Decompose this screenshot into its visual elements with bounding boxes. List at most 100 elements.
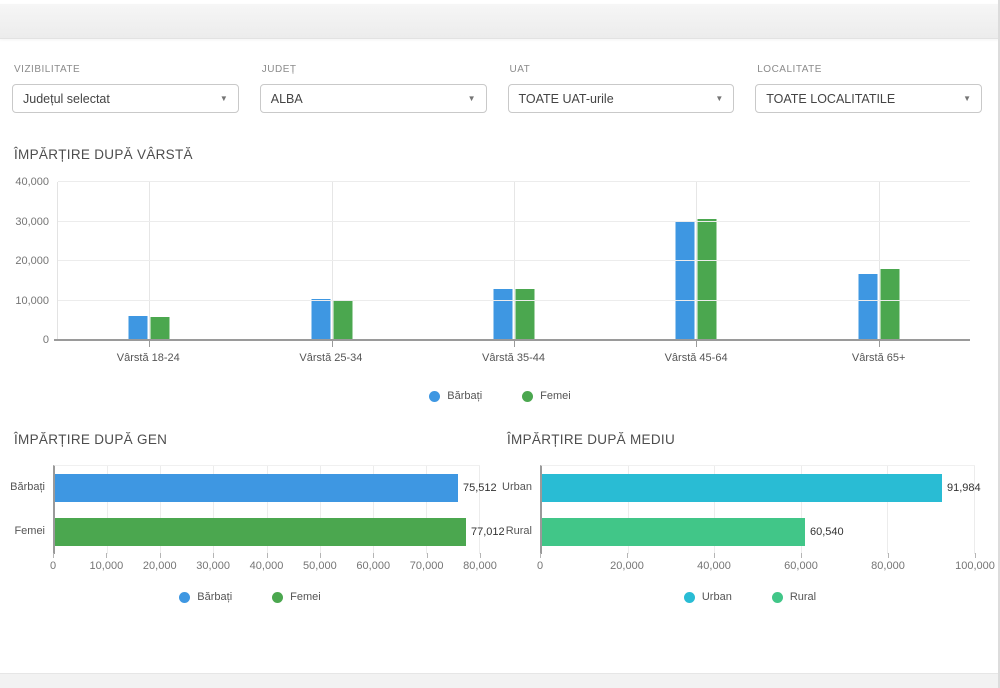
- legend-label: Bărbați: [197, 591, 233, 603]
- axis-tick: [159, 553, 161, 558]
- bar-value-label: 60,540: [810, 526, 844, 538]
- bar-bărbați[interactable]: [311, 299, 331, 340]
- gridline: [160, 466, 162, 554]
- bar-femei[interactable]: [515, 289, 535, 340]
- gridline: [266, 466, 268, 554]
- legend-dot: [683, 591, 695, 603]
- gridline: [319, 466, 321, 554]
- axis-tick: [266, 553, 268, 558]
- axis-tick: [319, 553, 321, 558]
- legend-item-bărbați: Bărbați: [179, 591, 232, 603]
- filter-label-localitate: LOCALITATE: [757, 64, 822, 75]
- bar-femei[interactable]: [55, 518, 466, 546]
- filter-label-vizibilitate: VIZIBILITATE: [14, 64, 81, 75]
- bar-value-label: 91,984: [947, 482, 981, 494]
- bar-femei[interactable]: [880, 269, 900, 340]
- axis-tick: [106, 553, 108, 558]
- legend-label: Urban: [701, 591, 732, 603]
- footer-band: [0, 673, 1000, 688]
- gender-distribution-chart: 75,512 77,012 0 10,000 20,000 30,000 40,000 50…: [0, 457, 505, 573]
- vizibilitate-dropdown[interactable]: Județul selectat ▼: [12, 84, 239, 113]
- filter-judet: JUDEȚ ALBA ▼: [259, 64, 487, 113]
- axis-tick: [514, 341, 516, 347]
- bar-bărbați[interactable]: [493, 289, 513, 340]
- gridline: [213, 466, 215, 554]
- window-right-edge: [998, 0, 1000, 688]
- gridline: [627, 466, 629, 554]
- bar-group: [128, 316, 170, 340]
- bar-bărbați[interactable]: [675, 222, 695, 340]
- x-axis-tick-label: 30,000: [196, 560, 230, 572]
- filters-bar: VIZIBILITATE Județul selectat ▼ JUDEȚ AL…: [0, 39, 1000, 125]
- filter-label-judet: JUDEȚ: [261, 64, 297, 75]
- mediu-chart-title: ÎMPĂRȚIRE DUPĂ MEDIU: [507, 432, 676, 447]
- axis-tick: [714, 553, 715, 558]
- filter-vizibilitate: VIZIBILITATE Județul selectat ▼: [12, 64, 239, 113]
- legend-dot: [771, 591, 783, 603]
- x-axis-tick-label: 20,000: [610, 560, 644, 572]
- localitate-selected-value: TOATE LOCALITATILE: [766, 91, 896, 106]
- category-label: Vârstă 35-44: [481, 352, 545, 364]
- bar-femei[interactable]: [150, 317, 170, 340]
- gridline: [107, 466, 109, 554]
- y-axis-category-label: Femei: [14, 525, 45, 537]
- bar-rural[interactable]: [542, 518, 805, 546]
- y-axis-category-label: Rural: [505, 525, 532, 537]
- age-chart-x-axis: Vârstă 18-24 Vârstă 25-34 Vârstă 35-44 Vârs…: [57, 352, 970, 364]
- category-label: Vârstă 65+: [851, 352, 906, 364]
- bar-row: 60,540: [542, 510, 1000, 554]
- mediu-chart-plot-area: 91,984 60,540: [540, 465, 981, 554]
- legend-item-femei: Femei: [522, 390, 571, 402]
- legend-label: Bărbați: [447, 390, 483, 402]
- bar-femei[interactable]: [333, 300, 353, 340]
- gridline: [58, 260, 970, 261]
- judet-dropdown[interactable]: ALBA ▼: [259, 84, 487, 113]
- bar-bărbați[interactable]: [128, 316, 148, 340]
- bar-value-label: 77,012: [471, 526, 505, 538]
- x-axis-tick-label: 0: [536, 560, 544, 572]
- bar-row: 75,512: [55, 466, 550, 510]
- filter-label-uat: UAT: [509, 64, 531, 75]
- legend-label: Femei: [290, 591, 321, 603]
- axis-tick: [480, 553, 481, 558]
- uat-dropdown[interactable]: TOATE UAT-urile ▼: [507, 84, 735, 113]
- gridline: [696, 182, 698, 340]
- x-axis-tick-label: 50,000: [303, 560, 337, 572]
- category-slot: [58, 182, 240, 347]
- chevron-down-icon: ▼: [467, 93, 476, 103]
- bar-bărbați[interactable]: [858, 274, 878, 340]
- category-slot: [423, 182, 605, 347]
- bar-bărbați[interactable]: [55, 474, 458, 502]
- category-label: Vârstă 45-64: [664, 352, 728, 364]
- gender-chart-panel: ÎMPĂRȚIRE DUPĂ GEN 75,512 77,012 0 10,000 2…: [0, 432, 505, 603]
- y-axis-tick-label: 40,000: [15, 176, 49, 188]
- y-axis-category-label: Urban: [502, 481, 532, 493]
- axis-tick: [149, 341, 151, 347]
- bar-femei[interactable]: [697, 219, 717, 340]
- vizibilitate-selected-value: Județul selectat: [23, 91, 110, 106]
- x-axis-line: [54, 339, 970, 341]
- axis-tick: [627, 553, 628, 558]
- bar-urban[interactable]: [542, 474, 942, 502]
- age-distribution-chart: 40,000 30,000 20,000 10,000 0 Vârstă 18-24 Vâ…: [0, 174, 1000, 374]
- localitate-dropdown[interactable]: TOATE LOCALITATILE ▼: [755, 84, 982, 113]
- axis-tick: [888, 553, 889, 558]
- x-axis-tick-label: 10,000: [89, 560, 124, 572]
- legend-item-femei: Femei: [272, 591, 321, 603]
- gridline: [887, 466, 889, 554]
- bar-group: [493, 289, 535, 340]
- bar-row: 77,012: [55, 510, 550, 554]
- age-chart-y-axis: 40,000 30,000 20,000 10,000 0: [0, 176, 49, 346]
- gridline: [878, 182, 880, 340]
- gridline: [514, 182, 516, 340]
- category-slot: [788, 182, 970, 347]
- bar-group: [311, 299, 353, 340]
- uat-selected-value: TOATE UAT-urile: [518, 91, 614, 106]
- gridline: [479, 466, 480, 554]
- axis-tick: [426, 553, 428, 558]
- chevron-down-icon: ▼: [219, 93, 228, 103]
- axis-tick: [975, 553, 976, 558]
- mediu-chart-legend: Urban Rural: [500, 591, 1000, 603]
- age-chart-plot-area: [54, 181, 970, 347]
- axis-tick: [696, 341, 698, 347]
